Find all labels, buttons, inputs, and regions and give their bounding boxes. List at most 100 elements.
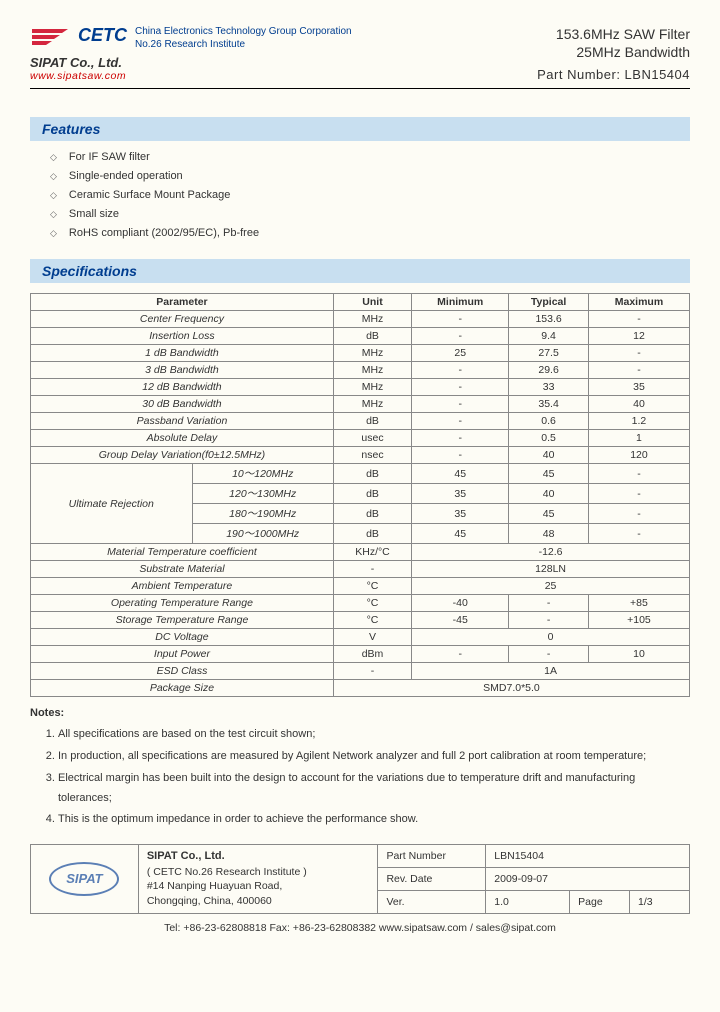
note-item: In production, all specifications are me… (58, 747, 690, 767)
cell: - (588, 524, 689, 544)
cell: 35 (412, 504, 509, 524)
rev-value: 2009-09-07 (486, 868, 690, 891)
cell: 45 (509, 464, 589, 484)
spec-header: Typical (509, 294, 589, 311)
sipat-logo-icon: SIPAT (49, 862, 119, 896)
cell: °C (333, 612, 411, 629)
cell: 9.4 (509, 328, 589, 345)
cell: 180～190MHz (192, 504, 333, 524)
cell: - (588, 311, 689, 328)
cell: 29.6 (509, 362, 589, 379)
cell: 128LN (412, 561, 690, 578)
cell: 33 (509, 379, 589, 396)
ultimate-label: Ultimate Rejection (31, 464, 193, 544)
footer-addr1: ( CETC No.26 Research Institute ) (147, 866, 307, 878)
cell: - (412, 362, 509, 379)
cell: dB (333, 504, 411, 524)
cell: - (333, 561, 411, 578)
cell: - (412, 328, 509, 345)
spec-header: Unit (333, 294, 411, 311)
cell: MHz (333, 345, 411, 362)
cell: - (412, 413, 509, 430)
spec-param: Ambient Temperature (31, 578, 334, 595)
footer-table: SIPAT SIPAT Co., Ltd. ( CETC No.26 Resea… (30, 844, 690, 913)
cell: -40 (412, 595, 509, 612)
cell: V (333, 629, 411, 646)
cell: 12 (588, 328, 689, 345)
cell: °C (333, 595, 411, 612)
cell: dB (333, 413, 411, 430)
product-title-2: 25MHz Bandwidth (537, 43, 690, 61)
spec-param: DC Voltage (31, 629, 334, 646)
cell: MHz (333, 362, 411, 379)
cell: 40 (509, 484, 589, 504)
cell: -12.6 (412, 544, 690, 561)
cell: - (509, 646, 589, 663)
cell: 120 (588, 447, 689, 464)
spec-param: Input Power (31, 646, 334, 663)
spec-param: ESD Class (31, 663, 334, 680)
pn-value: LBN15404 (486, 845, 690, 868)
cetc-logo-icon (30, 25, 70, 49)
cell: - (588, 504, 689, 524)
spec-param: Group Delay Variation(f0±12.5MHz) (31, 447, 334, 464)
company-name: SIPAT Co., Ltd. (30, 55, 352, 70)
feature-item: For IF SAW filter (50, 151, 690, 163)
spec-header: Maximum (588, 294, 689, 311)
spec-param: Substrate Material (31, 561, 334, 578)
spec-param: 12 dB Bandwidth (31, 379, 334, 396)
page-label: Page (570, 890, 630, 913)
cell: - (509, 612, 589, 629)
cell: nsec (333, 447, 411, 464)
rev-label: Rev. Date (378, 868, 486, 891)
cell: +85 (588, 595, 689, 612)
footer-addr2: #14 Nanping Huayuan Road, (147, 880, 282, 892)
cell: - (412, 311, 509, 328)
cell: - (412, 646, 509, 663)
cell: - (588, 362, 689, 379)
spec-param: Insertion Loss (31, 328, 334, 345)
cell: 1.2 (588, 413, 689, 430)
cell: SMD7.0*5.0 (333, 680, 689, 697)
cell: 190～1000MHz (192, 524, 333, 544)
cell: 48 (509, 524, 589, 544)
cell: 0 (412, 629, 690, 646)
cell: - (412, 396, 509, 413)
cell: 45 (412, 464, 509, 484)
cell: dB (333, 524, 411, 544)
corp-line1: China Electronics Technology Group Corpo… (135, 25, 352, 38)
cell: 10～120MHz (192, 464, 333, 484)
note-item: This is the optimum impedance in order t… (58, 810, 690, 830)
cell: dB (333, 484, 411, 504)
spec-param: Operating Temperature Range (31, 595, 334, 612)
cell: MHz (333, 379, 411, 396)
cell: 45 (509, 504, 589, 524)
cell: 40 (588, 396, 689, 413)
features-list: For IF SAW filterSingle-ended operationC… (30, 151, 690, 239)
notes-heading: Notes: (30, 707, 690, 719)
cell: - (333, 663, 411, 680)
ver-label: Ver. (378, 890, 486, 913)
cell: dBm (333, 646, 411, 663)
cell: - (412, 379, 509, 396)
cell: MHz (333, 396, 411, 413)
spec-param: Absolute Delay (31, 430, 334, 447)
features-heading: Features (30, 117, 690, 141)
cell: dB (333, 328, 411, 345)
cell: 153.6 (509, 311, 589, 328)
footer-addr3: Chongqing, China, 400060 (147, 895, 272, 907)
cell: MHz (333, 311, 411, 328)
cell: - (588, 345, 689, 362)
cell: 40 (509, 447, 589, 464)
cell: 35.4 (509, 396, 589, 413)
cell: - (412, 447, 509, 464)
feature-item: Single-ended operation (50, 170, 690, 182)
spec-header: Parameter (31, 294, 334, 311)
cell: 35 (588, 379, 689, 396)
page-value: 1/3 (630, 890, 690, 913)
pn-label: Part Number (378, 845, 486, 868)
cell: 25 (412, 345, 509, 362)
spec-param: Storage Temperature Range (31, 612, 334, 629)
cell: 10 (588, 646, 689, 663)
note-item: All specifications are based on the test… (58, 725, 690, 745)
